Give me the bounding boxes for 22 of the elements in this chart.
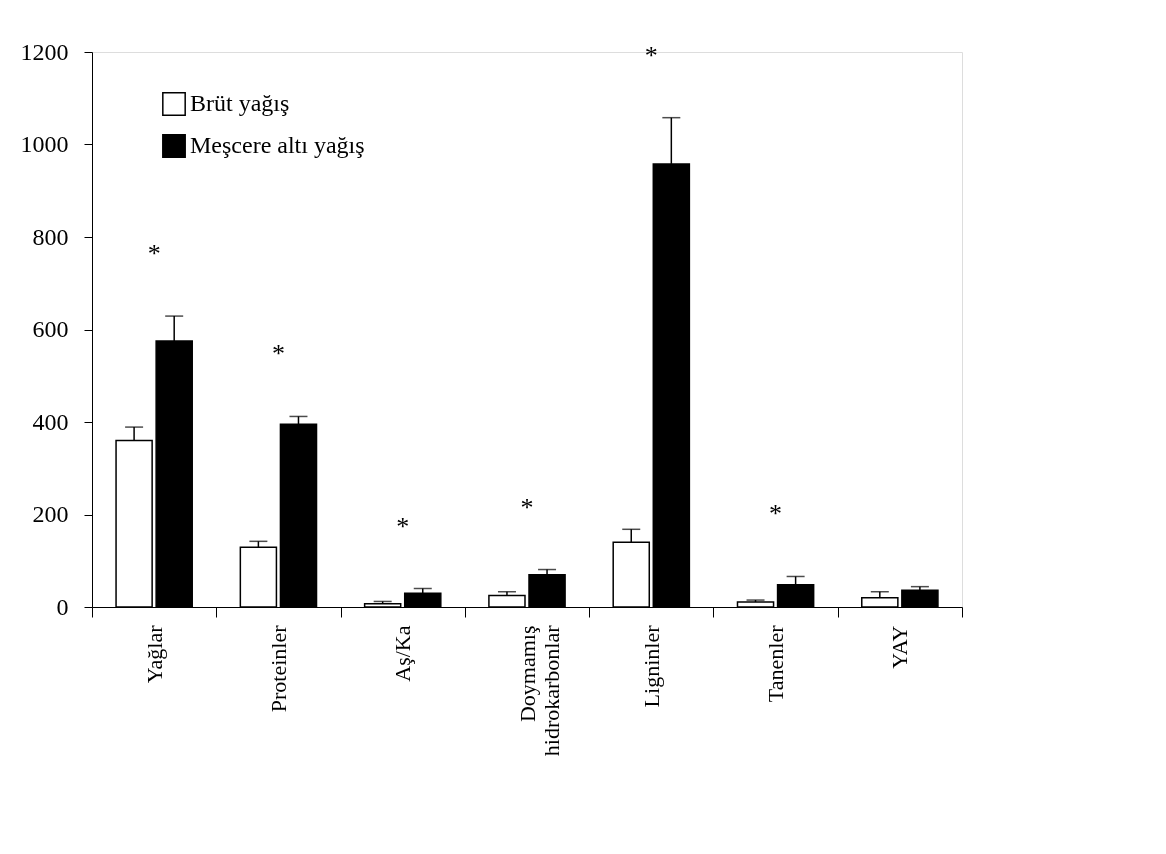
legend-label: Meşcere altı yağış bbox=[190, 132, 365, 158]
annotation: * bbox=[644, 40, 658, 70]
annotation: * bbox=[271, 339, 285, 369]
y-tick-label: 200 bbox=[32, 501, 69, 527]
x-tick-label: Aş/Ka bbox=[390, 625, 416, 682]
x-tick-label: Yağlar bbox=[141, 624, 167, 684]
x-tick-label: Ligninler bbox=[638, 624, 664, 708]
y-tick-label: 1200 bbox=[20, 38, 69, 65]
annotation: * bbox=[520, 492, 534, 522]
y-tick-label: 0 bbox=[56, 593, 69, 620]
y-tick-label: 800 bbox=[32, 223, 69, 250]
x-tick-label: Doymamış hidrokarbonlar bbox=[514, 624, 564, 757]
annotation: * bbox=[147, 239, 161, 269]
annotation: * bbox=[396, 511, 410, 541]
x-tick-label: Tanenler bbox=[763, 624, 789, 703]
y-tick-label: 400 bbox=[32, 408, 69, 435]
x-tick-label: Proteinler bbox=[265, 624, 291, 713]
annotation: * bbox=[769, 499, 783, 529]
y-tick-label: 600 bbox=[32, 316, 69, 342]
y-tick-label: 1000 bbox=[20, 131, 69, 157]
x-tick-label: YAY bbox=[887, 625, 913, 669]
legend-label: Brüt yağış bbox=[190, 90, 290, 116]
